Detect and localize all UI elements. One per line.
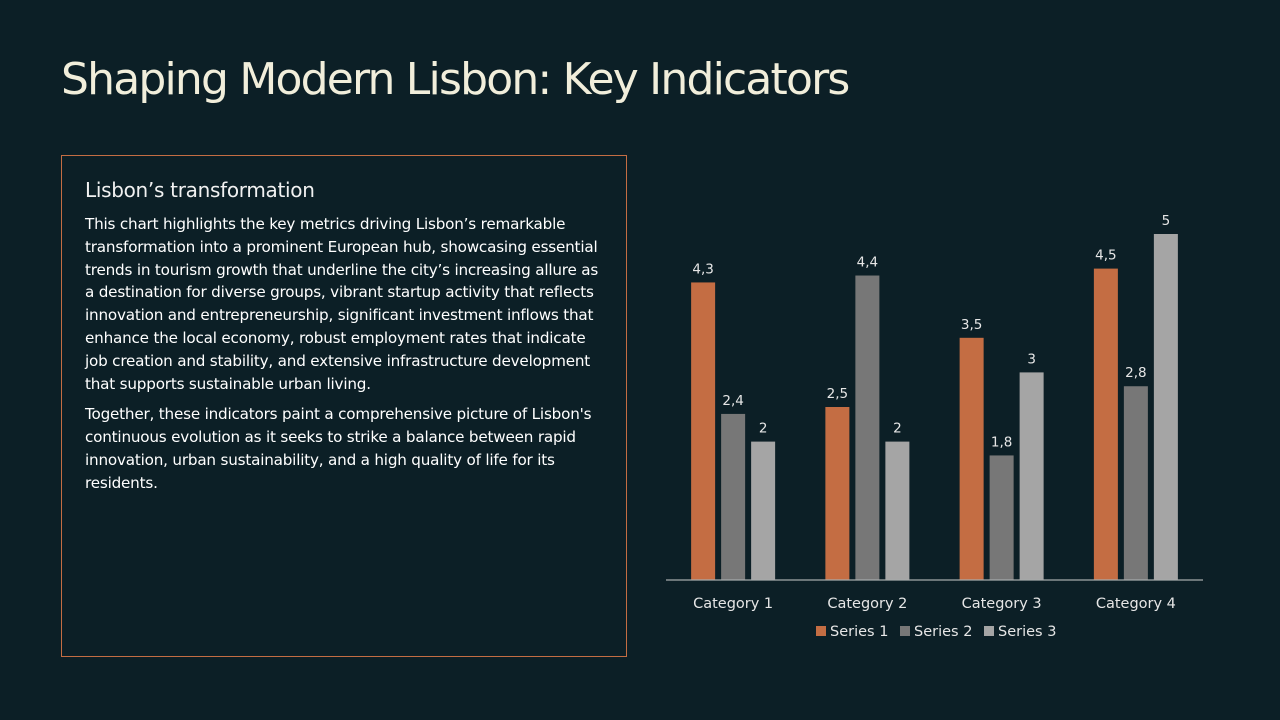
bar-series3-category3 [1019,372,1044,580]
data-label-series2-category2: 4,4 [857,255,878,271]
data-label-series1-category3: 3,5 [961,317,982,333]
data-label-series2-category4: 2,8 [1125,365,1146,381]
legend-swatch-series3 [984,626,994,636]
bar-series2-category1 [721,413,746,580]
data-label-series1-category1: 4,3 [692,261,713,277]
data-label-series2-category3: 1,8 [991,434,1012,450]
bar-series2-category2 [855,275,880,580]
bar-series2-category3 [989,455,1014,580]
x-tick-label: Category 1 [693,596,773,612]
data-label-series3-category3: 3 [1027,351,1036,367]
bar-series3-category4 [1153,234,1178,580]
legend-label-series3: Series 3 [998,624,1056,640]
bar-series1-category2 [825,407,850,580]
box-paragraph-1: This chart highlights the key metrics dr… [85,215,599,393]
legend-swatch-series2 [900,626,910,636]
bar-series1-category4 [1093,268,1118,580]
bar-series3-category2 [885,441,910,580]
data-label-series3-category1: 2 [759,421,768,437]
data-label-series3-category2: 2 [893,421,902,437]
x-tick-label: Category 3 [962,596,1042,612]
x-tick-label: Category 2 [827,596,907,612]
legend-label-series1: Series 1 [830,624,888,640]
text-box: Lisbon’s transformation This chart highl… [61,155,627,657]
slide-title: Shaping Modern Lisbon: Key Indicators [61,54,850,105]
data-label-series3-category4: 5 [1162,213,1171,229]
box-paragraph-2: Together, these indicators paint a compr… [85,405,592,492]
bar-series3-category1 [751,441,776,580]
box-heading: Lisbon’s transformation [85,178,315,202]
bar-series2-category4 [1123,386,1148,580]
x-tick-label: Category 4 [1096,596,1176,612]
chart-svg: 4,3 2,5 3,5 4,5 2,4 4,4 1,8 2,8 2 2 3 5 Category 1 Ca… [666,213,1203,640]
bar-series1-category3 [959,337,984,580]
legend-label-series2: Series 2 [914,624,972,640]
data-label-series1-category4: 4,5 [1095,248,1116,264]
data-label-series1-category2: 2,5 [827,386,848,402]
bar-series1-category1 [691,282,716,580]
legend-swatch-series1 [816,626,826,636]
bar-chart: 4,3 2,5 3,5 4,5 2,4 4,4 1,8 2,8 2 2 3 5 Category 1 Ca… [640,190,1240,670]
data-label-series2-category1: 2,4 [722,393,743,409]
